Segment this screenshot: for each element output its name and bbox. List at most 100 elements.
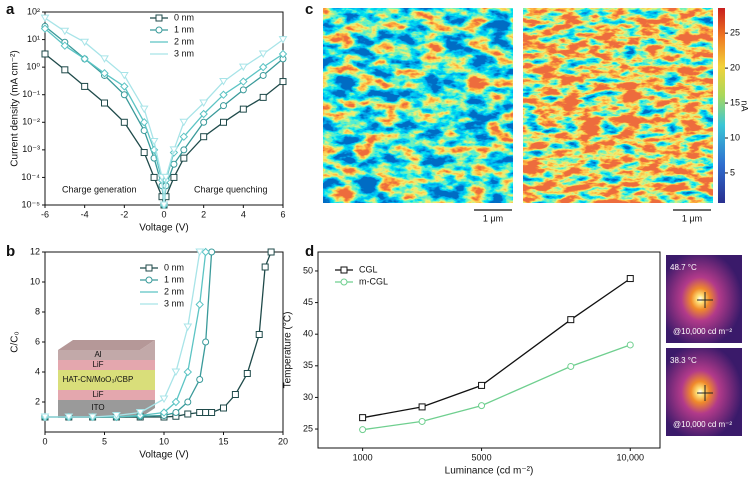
marker (80, 54, 89, 64)
thermal-image (666, 255, 742, 343)
marker (220, 102, 227, 110)
x-tick-label: 2 (201, 209, 206, 219)
y-tick-label: 10⁻⁴ (21, 172, 40, 182)
layer-top (58, 340, 155, 350)
x-axis-label: Voltage (V) (139, 223, 188, 234)
marker (40, 413, 50, 421)
annotation: Charge generation (62, 184, 137, 194)
y-tick-label: 10² (27, 6, 40, 16)
device-stack (58, 340, 155, 418)
y-tick-label: 12 (30, 246, 40, 256)
legend-marker (340, 278, 348, 286)
inset-condition: @10,000 cd m⁻² (673, 420, 732, 429)
marker (199, 99, 209, 108)
series-line (44, 53, 284, 206)
annotation: Charge quenching (194, 184, 268, 194)
marker (40, 24, 50, 33)
crosshair (697, 292, 713, 308)
x-tick-label: -2 (120, 209, 128, 219)
panel-letter: c (305, 1, 313, 18)
marker (220, 118, 227, 126)
colorbar-tick-label: 20 (730, 62, 740, 72)
y-tick-label: 40 (303, 329, 313, 339)
layer-organic (58, 360, 155, 390)
marker (239, 77, 248, 86)
x-axis-label: Voltage (V) (139, 450, 188, 461)
legend-marker (155, 26, 163, 34)
layer-ito (58, 390, 155, 418)
x-axis-label: Luminance (cd m⁻²) (445, 466, 534, 477)
marker (567, 316, 575, 324)
y-axis-label: Temperature (°C) (283, 312, 294, 389)
series-line (362, 344, 631, 431)
marker (359, 414, 367, 422)
x-tick-label: 0 (42, 436, 47, 446)
marker (80, 38, 90, 47)
marker (478, 381, 486, 389)
marker (159, 395, 169, 403)
x-tick-label: 20 (278, 436, 288, 446)
legend-label: 0 nm (164, 262, 184, 272)
thermal-insets (666, 255, 742, 436)
marker (100, 69, 109, 78)
y-tick-label: 50 (303, 265, 313, 275)
marker (219, 78, 228, 86)
marker (171, 397, 181, 407)
marker (243, 370, 251, 377)
marker (231, 391, 239, 398)
inset-temperature: 48.7 °C (670, 263, 697, 272)
marker (359, 426, 367, 434)
marker (239, 105, 247, 113)
x-tick-label: 5 (102, 436, 107, 446)
marker (258, 62, 268, 72)
x-tick-label: 10,000 (616, 452, 644, 462)
marker (184, 410, 192, 418)
legend-marker (145, 276, 153, 284)
marker (196, 376, 204, 383)
legend-label: 0 nm (174, 12, 194, 22)
marker (180, 154, 188, 162)
marker (267, 248, 275, 256)
layer-label: LiF (92, 360, 103, 369)
thermal-image (666, 348, 742, 436)
layer-label: Al (94, 350, 101, 359)
marker (220, 404, 227, 412)
panel-letter: a (6, 1, 15, 18)
marker (119, 71, 129, 80)
marker (200, 133, 208, 141)
legend-label: 2 nm (164, 286, 184, 296)
legend-marker (155, 14, 163, 22)
marker (180, 146, 188, 154)
marker (135, 409, 145, 417)
marker (567, 362, 575, 370)
marker (101, 99, 108, 107)
marker (171, 368, 181, 376)
marker (159, 201, 169, 209)
marker (195, 300, 204, 309)
layer-label: ITO (91, 403, 104, 412)
marker (120, 82, 129, 91)
y-tick-label: 45 (303, 297, 313, 307)
x-tick-label: 15 (218, 436, 228, 446)
scale-bar-label: 1 μm (682, 213, 702, 223)
x-tick-label: 6 (280, 209, 285, 219)
marker (259, 71, 267, 79)
legend-label: 1 nm (174, 24, 194, 34)
scale-bar-label: 1 μm (483, 213, 503, 223)
y-tick-label: 10⁻¹ (22, 89, 40, 99)
crosshair (697, 385, 713, 401)
marker (239, 86, 247, 94)
colorbar-label: nA (740, 100, 750, 111)
legend-label: 1 nm (164, 274, 184, 284)
marker (199, 109, 208, 119)
legend-marker (145, 264, 153, 272)
marker (418, 403, 426, 411)
y-tick-label: 4 (35, 366, 40, 376)
colorbar (718, 8, 725, 203)
marker (478, 402, 486, 410)
x-tick-label: -4 (81, 209, 89, 219)
layer-label: LiF (92, 390, 103, 399)
marker (169, 146, 179, 154)
marker (100, 55, 109, 63)
